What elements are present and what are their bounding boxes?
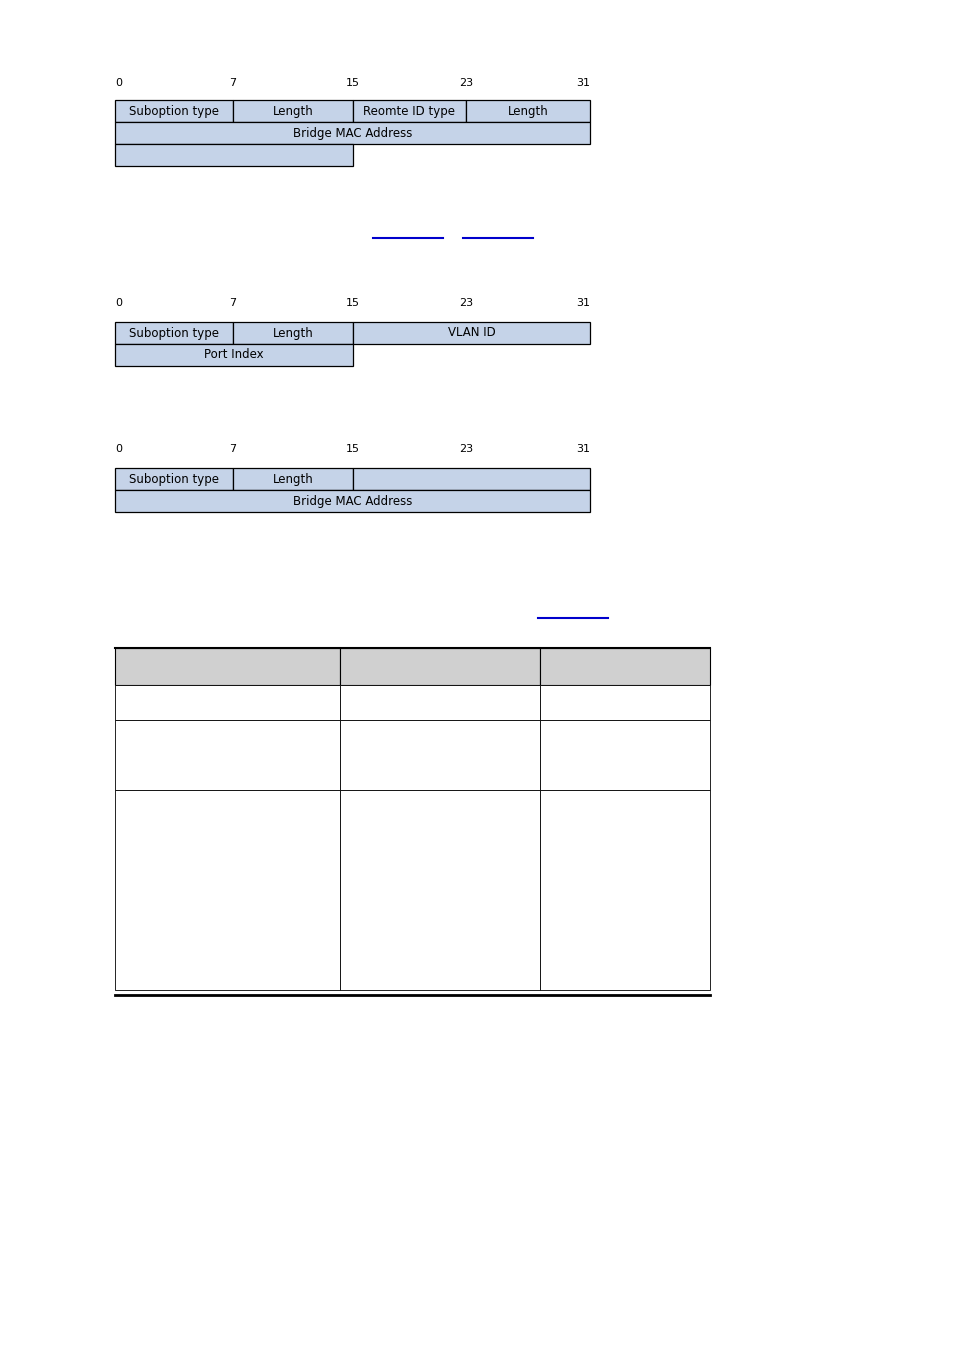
Text: Length: Length — [273, 327, 313, 339]
Text: 31: 31 — [576, 444, 589, 454]
Bar — [339, 648, 539, 684]
Bar — [115, 100, 233, 122]
Text: 7: 7 — [230, 298, 236, 308]
Bar — [233, 100, 353, 122]
Bar — [465, 100, 589, 122]
Bar — [115, 684, 339, 720]
Text: Bridge MAC Address: Bridge MAC Address — [293, 494, 412, 508]
Text: 23: 23 — [458, 444, 473, 454]
Bar — [539, 684, 709, 720]
Bar — [115, 144, 353, 166]
Text: Suboption type: Suboption type — [129, 472, 219, 486]
Text: 15: 15 — [346, 444, 359, 454]
Bar — [115, 122, 589, 144]
Text: 7: 7 — [230, 444, 236, 454]
Text: 7: 7 — [230, 78, 236, 88]
Text: 0: 0 — [115, 298, 122, 308]
Bar — [115, 323, 233, 344]
Text: 23: 23 — [458, 298, 473, 308]
Text: 0: 0 — [115, 444, 122, 454]
Text: 23: 23 — [458, 78, 473, 88]
Bar — [539, 648, 709, 684]
Bar — [115, 648, 339, 684]
Text: Suboption type: Suboption type — [129, 104, 219, 117]
Text: Length: Length — [273, 104, 313, 117]
Text: 31: 31 — [576, 298, 589, 308]
Bar — [115, 490, 589, 512]
Bar — [115, 344, 353, 366]
Text: Reomte ID type: Reomte ID type — [363, 104, 455, 117]
Bar — [115, 720, 339, 790]
Bar — [233, 323, 353, 344]
Bar — [339, 790, 539, 990]
Text: 15: 15 — [346, 78, 359, 88]
Bar — [339, 720, 539, 790]
Text: Length: Length — [507, 104, 548, 117]
Bar — [353, 323, 589, 344]
Bar — [539, 720, 709, 790]
Text: VLAN ID: VLAN ID — [447, 327, 495, 339]
Text: Port Index: Port Index — [204, 348, 264, 362]
Bar — [115, 790, 339, 990]
Bar — [115, 468, 233, 490]
Bar — [539, 790, 709, 990]
Text: 31: 31 — [576, 78, 589, 88]
Bar — [339, 684, 539, 720]
Bar — [233, 468, 353, 490]
Bar — [353, 100, 465, 122]
Bar — [353, 468, 589, 490]
Text: 0: 0 — [115, 78, 122, 88]
Text: Bridge MAC Address: Bridge MAC Address — [293, 127, 412, 139]
Text: Suboption type: Suboption type — [129, 327, 219, 339]
Text: 15: 15 — [346, 298, 359, 308]
Text: Length: Length — [273, 472, 313, 486]
